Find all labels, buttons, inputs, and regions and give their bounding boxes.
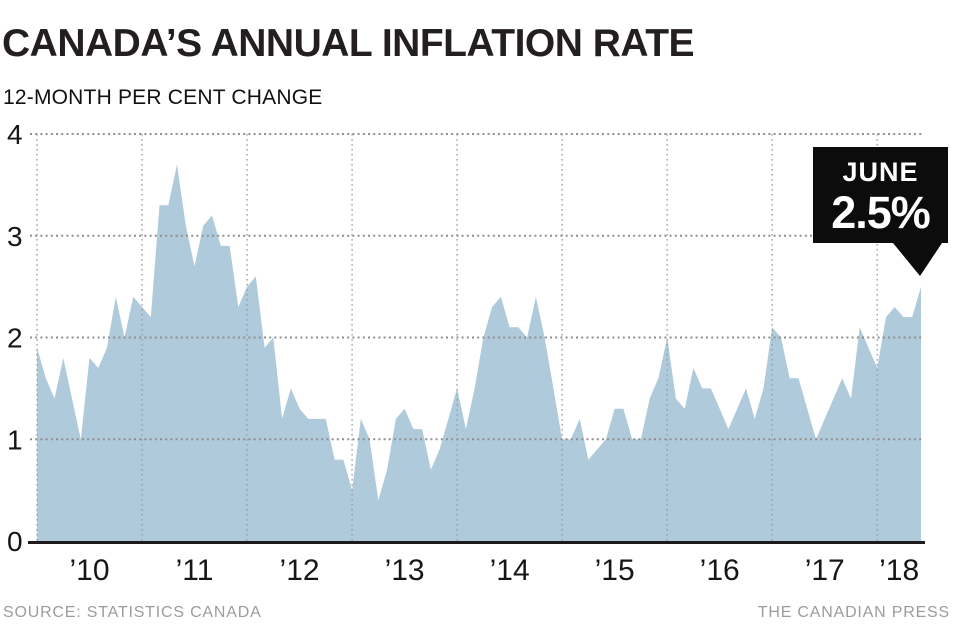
- y-tick-label-0: 0: [7, 526, 23, 557]
- x-tick-label-16: ’16: [700, 554, 740, 587]
- x-tick-label-15: ’15: [595, 554, 635, 587]
- x-tick-label-10: ’10: [69, 554, 109, 587]
- inflation-area-series: [37, 164, 921, 541]
- callout-value-label: 2.5%: [831, 186, 931, 238]
- page-title: CANADA’S ANNUAL INFLATION RATE: [2, 22, 695, 65]
- y-tick-label-3: 3: [7, 221, 23, 252]
- chart-subtitle: 12-MONTH PER CENT CHANGE: [3, 86, 323, 109]
- x-tick-label-11: ’11: [176, 554, 214, 587]
- june-callout: JUNE 2.5%: [813, 147, 948, 276]
- x-tick-label-18: ’18: [879, 554, 919, 587]
- x-tick-label-12: ’12: [280, 554, 320, 587]
- x-tick-label-14: ’14: [490, 554, 530, 587]
- y-tick-label-2: 2: [7, 323, 23, 354]
- source-credit: SOURCE: STATISTICS CANADA: [3, 604, 262, 621]
- press-credit: THE CANADIAN PRESS: [757, 604, 950, 621]
- y-tick-label-1: 1: [7, 424, 23, 455]
- x-tick-label-13: ’13: [385, 554, 425, 587]
- callout-month-label: JUNE: [842, 157, 919, 187]
- x-tick-label-17: ’17: [805, 554, 845, 587]
- y-tick-label-4: 4: [7, 119, 23, 150]
- callout-tail-pointer-icon: [893, 243, 942, 276]
